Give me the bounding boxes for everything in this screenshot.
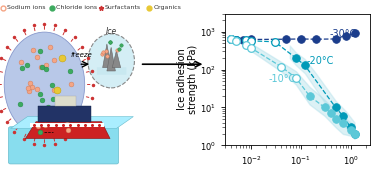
Ellipse shape bbox=[88, 34, 135, 88]
Point bbox=[278, 65, 284, 68]
Point bbox=[228, 38, 234, 41]
Point bbox=[233, 39, 239, 41]
Text: Sodium ions: Sodium ions bbox=[8, 5, 46, 10]
Polygon shape bbox=[25, 122, 110, 139]
Point bbox=[352, 132, 358, 135]
Polygon shape bbox=[107, 47, 115, 71]
Point bbox=[307, 95, 313, 97]
Polygon shape bbox=[11, 117, 133, 128]
Text: Ice: Ice bbox=[105, 27, 117, 36]
Point bbox=[340, 114, 346, 117]
Point bbox=[248, 47, 254, 49]
Point bbox=[340, 121, 346, 124]
Point bbox=[293, 77, 299, 79]
Point bbox=[228, 38, 234, 41]
Point bbox=[333, 38, 339, 40]
Point bbox=[322, 106, 328, 109]
Point bbox=[272, 40, 278, 43]
Point bbox=[243, 43, 249, 46]
Ellipse shape bbox=[4, 32, 85, 137]
Text: -30°C: -30°C bbox=[330, 29, 357, 39]
Point bbox=[233, 40, 239, 43]
Point bbox=[248, 40, 254, 42]
Point bbox=[293, 57, 299, 59]
FancyBboxPatch shape bbox=[55, 96, 76, 106]
Polygon shape bbox=[103, 44, 111, 68]
Polygon shape bbox=[112, 51, 121, 68]
Y-axis label: Ice adhesion
strength (kPa): Ice adhesion strength (kPa) bbox=[177, 45, 198, 114]
Text: Chloride ions: Chloride ions bbox=[56, 5, 97, 10]
Text: freeze: freeze bbox=[71, 52, 92, 58]
Point bbox=[343, 35, 349, 38]
Point bbox=[302, 64, 308, 67]
Point bbox=[328, 112, 334, 115]
Point bbox=[233, 39, 239, 41]
Point bbox=[348, 126, 354, 129]
Text: Organics: Organics bbox=[153, 5, 181, 10]
Point bbox=[313, 38, 319, 41]
FancyBboxPatch shape bbox=[29, 123, 104, 127]
Point bbox=[352, 32, 358, 35]
Point bbox=[333, 117, 339, 120]
Point bbox=[228, 38, 234, 41]
Point bbox=[240, 38, 246, 41]
Text: Surfactants: Surfactants bbox=[105, 5, 141, 10]
Text: -10°C: -10°C bbox=[268, 74, 295, 84]
Point bbox=[248, 38, 254, 41]
Point bbox=[352, 132, 358, 135]
Point bbox=[283, 38, 289, 41]
Point bbox=[348, 129, 354, 132]
Point bbox=[298, 38, 304, 40]
FancyBboxPatch shape bbox=[97, 67, 126, 75]
Point bbox=[243, 39, 249, 42]
Point bbox=[233, 39, 239, 41]
Point bbox=[333, 106, 339, 109]
FancyBboxPatch shape bbox=[8, 127, 119, 164]
FancyBboxPatch shape bbox=[38, 106, 91, 122]
Text: -20°C: -20°C bbox=[307, 56, 334, 66]
